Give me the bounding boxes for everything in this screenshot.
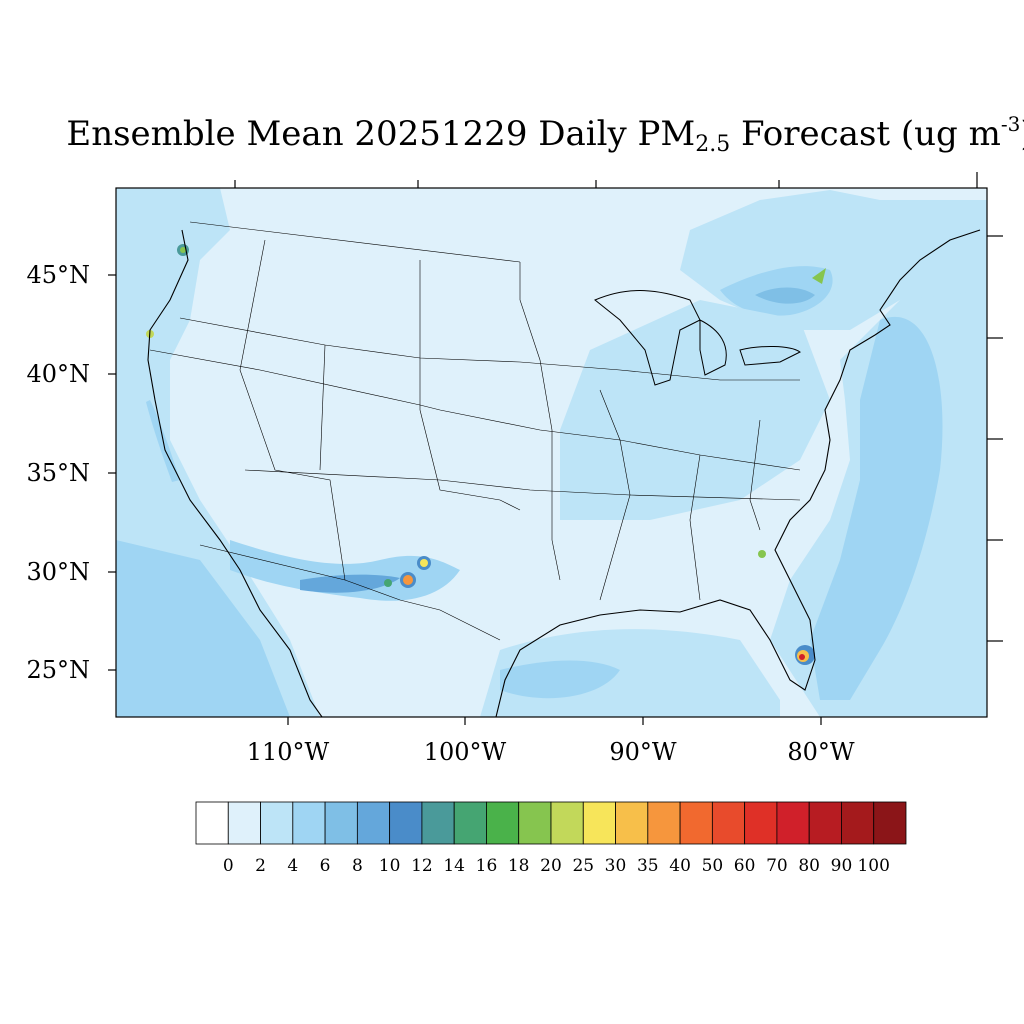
lon-label-80w: 80°W <box>787 738 855 766</box>
map-frame <box>115 187 988 718</box>
colorbar-swatch <box>776 801 810 845</box>
colorbar-swatch <box>647 801 681 845</box>
colorbar-swatch <box>679 801 713 845</box>
colorbar-label: 50 <box>701 856 724 876</box>
colorbar-label: 80 <box>798 856 820 876</box>
colorbar-label: 10 <box>378 856 401 876</box>
colorbar-swatch <box>324 801 358 845</box>
colorbar-swatch <box>292 801 326 845</box>
colorbar-swatch <box>195 801 229 845</box>
colorbar-swatch <box>808 801 842 845</box>
state-borders <box>149 221 801 641</box>
colorbar-label: 14 <box>443 856 465 876</box>
colorbar-label: 6 <box>319 856 331 876</box>
lat-label-40n: 40°N <box>26 360 90 388</box>
axis-ticks <box>108 172 1003 725</box>
colorbar-swatch <box>582 801 616 845</box>
colorbar-label: 16 <box>475 856 498 876</box>
colorbar-swatch <box>486 801 520 845</box>
colorbar-swatch <box>421 801 455 845</box>
concentration-shading <box>116 188 987 717</box>
colorbar-label: 0 <box>222 856 234 876</box>
colorbar <box>195 801 907 845</box>
colorbar-label: 8 <box>351 856 363 876</box>
colorbar-swatch <box>260 801 294 845</box>
colorbar-swatch <box>873 801 907 845</box>
colorbar-label: 12 <box>411 856 433 876</box>
colorbar-label: 2 <box>255 856 266 876</box>
coastline <box>147 229 981 717</box>
hotspots <box>146 244 826 665</box>
colorbar-label: 4 <box>287 856 299 876</box>
map-title: Ensemble Mean 20251229 Daily PM2.5 Forec… <box>66 112 1024 157</box>
colorbar-swatch <box>841 801 875 845</box>
colorbar-swatch <box>550 801 584 845</box>
colorbar-swatch <box>711 801 746 845</box>
map-plot-area <box>116 188 987 717</box>
lon-label-110w: 110°W <box>246 738 330 766</box>
colorbar-swatch <box>615 801 649 845</box>
great-lakes <box>594 290 801 386</box>
lon-label-100w: 100°W <box>423 738 507 766</box>
colorbar-label: 40 <box>669 856 691 876</box>
colorbar-label: 70 <box>766 856 788 876</box>
colorbar-swatch <box>744 801 778 845</box>
lon-label-90w: 90°W <box>609 738 677 766</box>
colorbar-label: 18 <box>507 856 530 876</box>
colorbar-swatch <box>227 801 261 845</box>
colorbar-swatch <box>389 801 423 845</box>
colorbar-label: 30 <box>604 856 627 876</box>
colorbar-label: 100 <box>857 856 890 876</box>
lat-label-25n: 25°N <box>26 656 90 684</box>
lat-label-35n: 35°N <box>26 459 90 487</box>
colorbar-swatch <box>518 801 552 845</box>
colorbar-label: 90 <box>830 856 853 876</box>
colorbar-swatch <box>356 801 391 845</box>
colorbar-swatch <box>453 801 487 845</box>
colorbar-label: 60 <box>733 856 756 876</box>
lat-label-30n: 30°N <box>26 558 90 586</box>
lat-label-45n: 45°N <box>26 261 90 289</box>
colorbar-label: 35 <box>636 856 659 876</box>
colorbar-label: 20 <box>540 856 562 876</box>
colorbar-label: 25 <box>572 856 595 876</box>
